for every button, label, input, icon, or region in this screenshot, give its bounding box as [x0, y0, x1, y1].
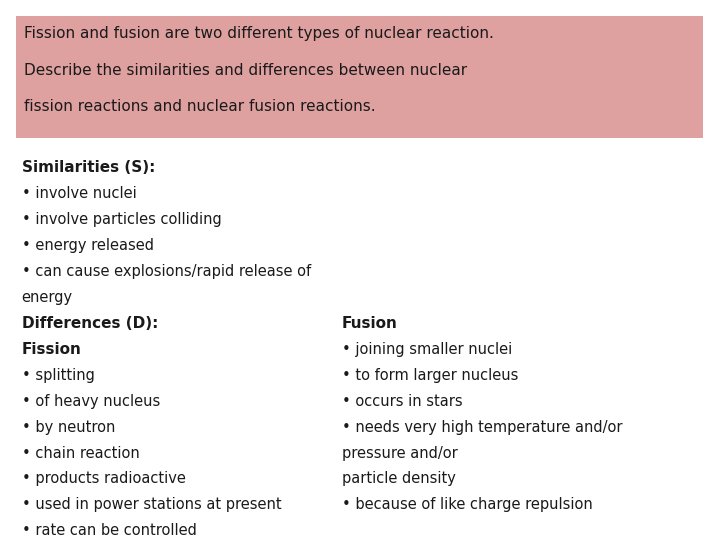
- Text: • chain reaction: • chain reaction: [22, 446, 140, 461]
- Text: • splitting: • splitting: [22, 368, 94, 383]
- Text: Differences (D):: Differences (D):: [22, 316, 158, 331]
- Text: Similarities (S):: Similarities (S):: [22, 160, 155, 176]
- Text: energy: energy: [22, 290, 73, 305]
- Text: fission reactions and nuclear fusion reactions.: fission reactions and nuclear fusion rea…: [24, 99, 376, 114]
- Text: • involve particles colliding: • involve particles colliding: [22, 212, 221, 227]
- Text: • used in power stations at present: • used in power stations at present: [22, 497, 282, 512]
- Text: Fission and fusion are two different types of nuclear reaction.: Fission and fusion are two different typ…: [24, 26, 495, 41]
- Text: • of heavy nucleus: • of heavy nucleus: [22, 394, 160, 409]
- Text: • can cause explosions/rapid release of: • can cause explosions/rapid release of: [22, 264, 311, 279]
- Text: • occurs in stars: • occurs in stars: [342, 394, 463, 409]
- Text: • energy released: • energy released: [22, 238, 153, 253]
- Text: • because of like charge repulsion: • because of like charge repulsion: [342, 497, 593, 512]
- FancyBboxPatch shape: [16, 16, 703, 138]
- Text: pressure and/or: pressure and/or: [342, 446, 458, 461]
- Text: Describe the similarities and differences between nuclear: Describe the similarities and difference…: [24, 63, 467, 78]
- Text: • needs very high temperature and/or: • needs very high temperature and/or: [342, 420, 623, 435]
- Text: • joining smaller nuclei: • joining smaller nuclei: [342, 342, 512, 357]
- Text: Fusion: Fusion: [342, 316, 398, 331]
- Text: Fission: Fission: [22, 342, 81, 357]
- Text: • to form larger nucleus: • to form larger nucleus: [342, 368, 518, 383]
- Text: • rate can be controlled: • rate can be controlled: [22, 523, 197, 538]
- Text: particle density: particle density: [342, 471, 456, 487]
- Text: • involve nuclei: • involve nuclei: [22, 186, 136, 201]
- Text: • products radioactive: • products radioactive: [22, 471, 186, 487]
- Text: • by neutron: • by neutron: [22, 420, 115, 435]
